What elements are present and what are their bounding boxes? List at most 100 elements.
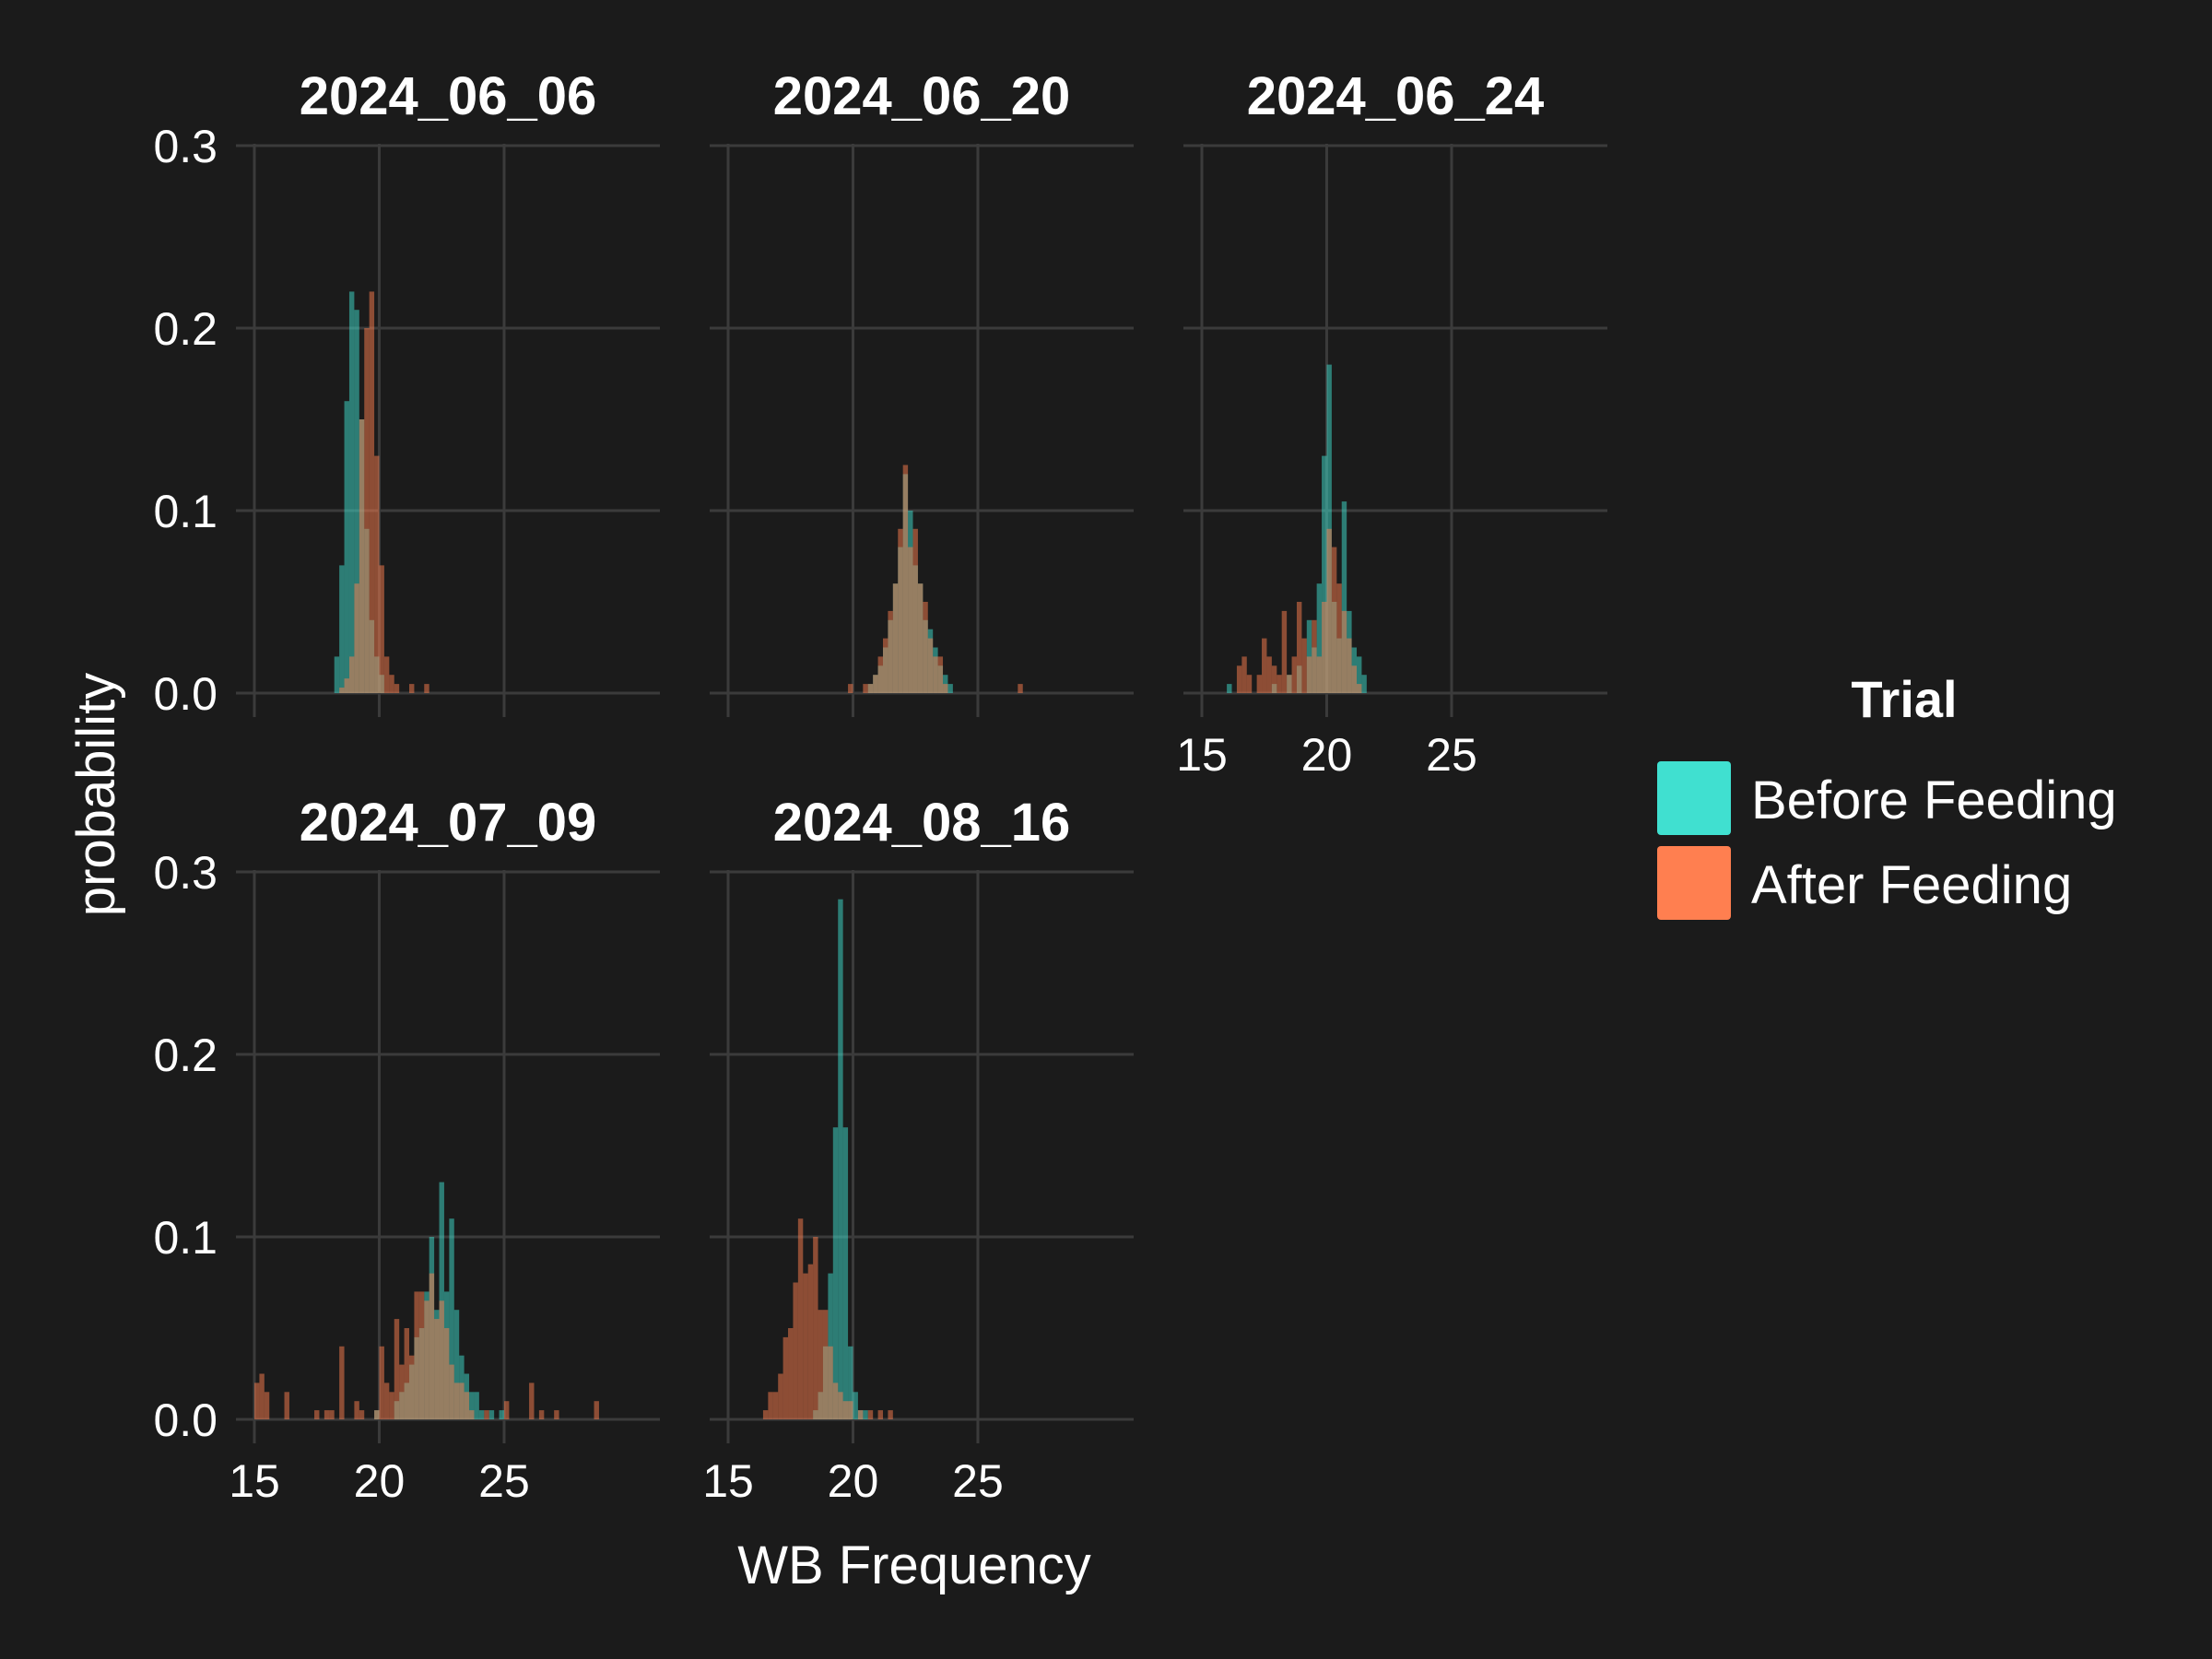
histogram-bar (374, 455, 380, 693)
histogram-bar (1322, 602, 1327, 693)
x-tick-label: 15 (229, 1455, 280, 1507)
histogram-bar (1262, 638, 1267, 693)
histogram-bar (259, 1373, 265, 1419)
histogram-bar (867, 684, 874, 693)
histogram-bar (364, 328, 370, 693)
histogram-bar (898, 528, 903, 693)
legend-swatch-before-feeding (1657, 761, 1731, 835)
histogram-bar (314, 1410, 320, 1419)
histogram-bar (1296, 602, 1302, 693)
histogram-bar (348, 291, 355, 693)
histogram-bar (469, 1410, 475, 1419)
histogram-bar (389, 1392, 394, 1419)
histogram-bar (772, 1392, 779, 1419)
histogram-bar (1018, 684, 1023, 693)
histogram-bar (797, 1218, 804, 1419)
histogram-bar (379, 1346, 384, 1419)
histogram-bar (359, 1410, 365, 1419)
histogram-bar (409, 684, 415, 693)
histogram-bar (254, 1382, 260, 1419)
x-tick-label: 20 (828, 1455, 879, 1507)
histogram-bar (478, 1410, 485, 1419)
histogram-bar (344, 401, 349, 693)
histogram-bar (383, 1382, 390, 1419)
histogram-bar (264, 1392, 270, 1419)
histogram-bar (379, 565, 384, 693)
legend-label-after-feeding: After Feeding (1751, 855, 2072, 915)
y-tick-label: 0.0 (153, 1394, 218, 1446)
histogram-bar (1301, 638, 1307, 693)
histogram-bar (1291, 656, 1297, 693)
histogram-bar (1256, 675, 1263, 693)
x-tick-label: 15 (702, 1455, 754, 1507)
panel-2024_06_24: 2024_06_24 15 20 25 (1176, 66, 1607, 781)
x-tick-label: 20 (354, 1455, 406, 1507)
histogram-bar (793, 1282, 798, 1419)
panel-2024_08_16: 2024_08_16 15 20 25 (702, 793, 1134, 1507)
histogram-bar (1341, 610, 1347, 693)
histogram-bar (488, 1410, 495, 1419)
histogram-bar (943, 684, 948, 693)
histogram-bar (453, 1310, 460, 1419)
histogram-bar (1241, 656, 1247, 693)
histogram-bar (1312, 619, 1317, 693)
histogram-bar (848, 1346, 853, 1419)
histogram-bar (947, 684, 953, 693)
histogram-bar (329, 1410, 335, 1419)
histogram-bar (818, 1310, 823, 1419)
histogram-bar (853, 1392, 858, 1419)
legend-swatch-after-feeding (1657, 846, 1731, 920)
histogram-bar (813, 1237, 818, 1419)
histogram-bar (1246, 675, 1253, 693)
series-after-feeding (339, 291, 429, 693)
series-after-feeding (762, 1218, 893, 1419)
histogram-bar (529, 1382, 535, 1419)
histogram-bar (1347, 638, 1352, 693)
histogram-bar (449, 1364, 454, 1419)
histogram-bar (1341, 501, 1347, 693)
x-tick-label: 25 (1426, 729, 1477, 781)
histogram-bar (409, 1355, 415, 1419)
histogram-bar (1336, 583, 1342, 693)
histogram-bar (1277, 675, 1282, 693)
histogram-bar (842, 1401, 849, 1419)
panel-2024_06_20: 2024_06_20 (710, 66, 1134, 717)
panel-title: 2024_06_20 (773, 66, 1071, 126)
panel-title: 2024_07_09 (300, 793, 597, 853)
histogram-bar (369, 291, 375, 693)
histogram-bar (424, 684, 429, 693)
histogram-bar (1351, 665, 1357, 693)
histogram-bar (453, 1382, 460, 1419)
legend-label-before-feeding: Before Feeding (1751, 771, 2117, 830)
y-tick-label: 0.2 (153, 1030, 218, 1081)
histogram-bar (1306, 656, 1312, 693)
x-tick-label: 25 (952, 1455, 1004, 1507)
histogram-bar (937, 656, 944, 693)
histogram-bar (1357, 684, 1362, 693)
histogram-bar (1266, 656, 1272, 693)
histogram-bar (877, 656, 883, 693)
panel-title: 2024_06_24 (1247, 66, 1545, 126)
histogram-bar (877, 1410, 883, 1419)
histogram-bar (344, 678, 349, 693)
histogram-bar (788, 1328, 794, 1419)
histogram-bar (399, 1364, 405, 1419)
histogram-bar (803, 1273, 808, 1419)
histogram-bar (418, 1291, 425, 1419)
histogram-bar (828, 1346, 833, 1419)
histogram-bar (1316, 583, 1323, 693)
histogram-bar (554, 1410, 559, 1419)
histogram-bar (1227, 684, 1232, 693)
histogram-bar (832, 1382, 839, 1419)
histogram-bar (807, 1264, 814, 1419)
histogram-bar (374, 1410, 380, 1419)
histogram-bar (883, 638, 888, 693)
histogram-bar (857, 1410, 864, 1419)
histogram-bar (873, 675, 878, 693)
histogram-bar (484, 1410, 489, 1419)
histogram-bar (469, 1392, 475, 1419)
panel-title: 2024_08_16 (773, 793, 1071, 853)
histogram-bar (1322, 455, 1327, 693)
y-tick-label: 0.3 (153, 121, 218, 172)
